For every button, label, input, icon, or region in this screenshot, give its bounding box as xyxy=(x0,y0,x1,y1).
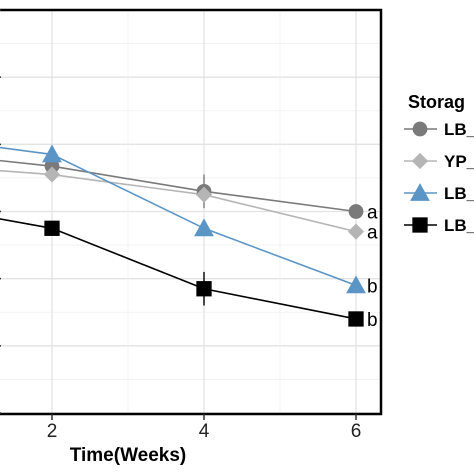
data-point-series-4 xyxy=(196,281,212,297)
series-line-2 xyxy=(0,169,357,233)
data-point-series-4 xyxy=(44,220,60,236)
data-point-series-3 xyxy=(194,218,214,237)
data-markers xyxy=(42,144,366,327)
legend-item: LB_ xyxy=(404,120,474,139)
legend-label: LB_ xyxy=(444,216,474,235)
data-point-series-2 xyxy=(43,166,61,183)
significance-letter: a xyxy=(367,223,378,244)
x-axis-title: Time(Weeks) xyxy=(70,445,187,466)
legend-label: LB_ xyxy=(444,184,474,203)
data-point-series-2 xyxy=(195,186,213,203)
x-tick-label: 2 xyxy=(47,421,58,442)
legend-key-marker xyxy=(410,183,430,201)
series-line-1 xyxy=(0,159,357,213)
legend-label: YP_ xyxy=(444,152,474,171)
legend-key-marker xyxy=(412,217,428,233)
x-axis: 2 4 6 xyxy=(0,9,362,442)
data-point-series-2 xyxy=(347,223,365,240)
data-point-series-1 xyxy=(348,204,364,219)
significance-letter: a xyxy=(367,203,378,224)
significance-letter: b xyxy=(367,310,378,331)
legend-label: LB_ xyxy=(444,120,474,139)
legend-key-marker xyxy=(411,152,429,170)
x-tick-label: 4 xyxy=(199,421,210,442)
data-point-series-3 xyxy=(42,144,62,163)
plot-panel-border xyxy=(0,8,383,416)
legend-title: Storag xyxy=(408,92,465,112)
legend: Storag LB_ YP_ LB_ LB_ xyxy=(404,92,474,235)
significance-labels: aa bb xyxy=(367,203,378,331)
legend-item: LB_ xyxy=(404,183,474,203)
series-line-3 xyxy=(0,146,357,287)
legend-key-marker xyxy=(412,121,428,137)
significance-letter: b xyxy=(367,276,378,297)
x-tick-label: 6 xyxy=(351,421,362,442)
legend-item: YP_ xyxy=(404,152,474,171)
data-point-series-1 xyxy=(44,158,60,174)
data-point-series-4 xyxy=(348,311,364,327)
series-lines xyxy=(0,146,357,320)
series-line-4 xyxy=(0,218,357,320)
legend-item: LB_ xyxy=(404,216,474,235)
data-point-series-3 xyxy=(346,275,366,294)
